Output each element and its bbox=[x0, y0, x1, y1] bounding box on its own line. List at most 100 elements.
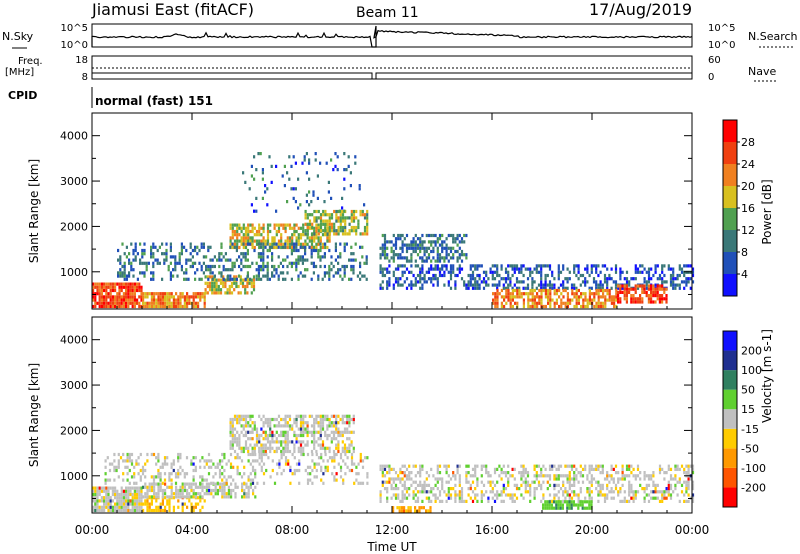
data-cell bbox=[573, 464, 576, 468]
data-cell bbox=[326, 239, 329, 243]
data-cell bbox=[304, 209, 307, 214]
data-cell bbox=[674, 277, 677, 281]
data-cell bbox=[606, 474, 609, 478]
data-cell bbox=[188, 482, 191, 486]
data-cell bbox=[328, 433, 331, 438]
data-cell bbox=[275, 417, 278, 422]
data-cell bbox=[630, 287, 633, 291]
data-cell bbox=[291, 233, 294, 237]
data-cell bbox=[122, 282, 125, 286]
data-cell bbox=[257, 271, 260, 275]
data-cell bbox=[474, 467, 477, 471]
data-cell bbox=[264, 446, 267, 450]
data-cell bbox=[423, 490, 426, 494]
data-cell bbox=[262, 443, 265, 447]
data-cell bbox=[339, 225, 342, 230]
data-cell bbox=[127, 282, 130, 286]
data-cell bbox=[356, 274, 359, 278]
data-cell bbox=[319, 424, 322, 428]
data-cell bbox=[222, 284, 225, 289]
data-cell bbox=[242, 264, 245, 269]
data-cell bbox=[421, 256, 424, 260]
data-cell bbox=[399, 477, 402, 481]
data-cell bbox=[210, 488, 213, 493]
data-cell bbox=[188, 485, 191, 489]
data-cell bbox=[460, 496, 464, 500]
data-cell bbox=[588, 467, 591, 471]
data-cell bbox=[206, 275, 209, 279]
data-cell bbox=[654, 283, 657, 287]
data-cell bbox=[317, 255, 320, 259]
data-cell bbox=[537, 264, 541, 268]
data-cell bbox=[282, 446, 285, 450]
data-cell bbox=[114, 508, 117, 513]
data-cell bbox=[447, 464, 450, 468]
data-cell bbox=[146, 502, 149, 506]
data-cell bbox=[357, 219, 360, 223]
data-cell bbox=[125, 486, 128, 490]
data-cell bbox=[129, 285, 132, 289]
data-cell bbox=[103, 295, 106, 299]
data-cell bbox=[299, 242, 303, 246]
data-cell bbox=[163, 252, 166, 256]
data-cell bbox=[381, 267, 384, 271]
data-cell bbox=[131, 285, 134, 289]
data-cell bbox=[553, 301, 556, 305]
data-cell bbox=[632, 300, 635, 304]
data-cell bbox=[355, 232, 358, 236]
data-cell bbox=[337, 219, 340, 223]
data-cell bbox=[303, 155, 306, 159]
data-cell bbox=[181, 485, 184, 489]
data-cell bbox=[186, 298, 189, 302]
data-cell bbox=[531, 270, 534, 274]
data-cell bbox=[167, 264, 170, 269]
data-cell bbox=[139, 478, 142, 482]
data-cell bbox=[557, 464, 560, 468]
data-cell bbox=[315, 468, 318, 473]
data-cell bbox=[625, 467, 629, 471]
data-cell bbox=[683, 467, 686, 471]
data-cell bbox=[639, 294, 642, 298]
data-cell bbox=[129, 295, 132, 299]
data-cell bbox=[293, 261, 296, 265]
data-cell bbox=[247, 421, 250, 425]
data-cell bbox=[145, 264, 148, 269]
data-cell bbox=[430, 487, 433, 491]
data-cell bbox=[262, 258, 265, 262]
data-cell bbox=[533, 464, 536, 468]
data-cell bbox=[529, 288, 532, 293]
data-cell bbox=[299, 203, 302, 207]
data-cell bbox=[208, 275, 212, 279]
data-cell bbox=[192, 292, 195, 296]
data-cell bbox=[164, 304, 167, 309]
data-cell bbox=[145, 268, 148, 272]
data-cell bbox=[278, 459, 281, 463]
data-cell bbox=[114, 295, 117, 299]
data-cell bbox=[317, 252, 320, 256]
data-cell bbox=[540, 467, 543, 471]
data-cell bbox=[271, 271, 274, 275]
data-cell bbox=[131, 282, 134, 286]
data-cell bbox=[161, 298, 164, 302]
data-cell bbox=[425, 496, 428, 500]
data-cell bbox=[516, 292, 519, 296]
data-cell bbox=[691, 267, 695, 271]
data-cell bbox=[548, 493, 552, 497]
data-cell bbox=[359, 481, 362, 485]
data-cell bbox=[623, 474, 626, 478]
data-cell bbox=[522, 280, 525, 284]
data-cell bbox=[308, 190, 311, 194]
data-cell bbox=[388, 477, 391, 481]
data-cell bbox=[546, 474, 549, 478]
data-cell bbox=[157, 459, 160, 463]
data-cell bbox=[269, 421, 272, 425]
data-cell bbox=[260, 468, 263, 473]
data-cell bbox=[663, 287, 666, 291]
data-cell bbox=[555, 500, 558, 504]
data-cell bbox=[319, 242, 322, 246]
data-cell bbox=[460, 499, 464, 503]
data-cell bbox=[562, 295, 565, 299]
data-cell bbox=[597, 292, 600, 296]
data-cell bbox=[658, 277, 662, 281]
data-cell bbox=[408, 493, 411, 497]
